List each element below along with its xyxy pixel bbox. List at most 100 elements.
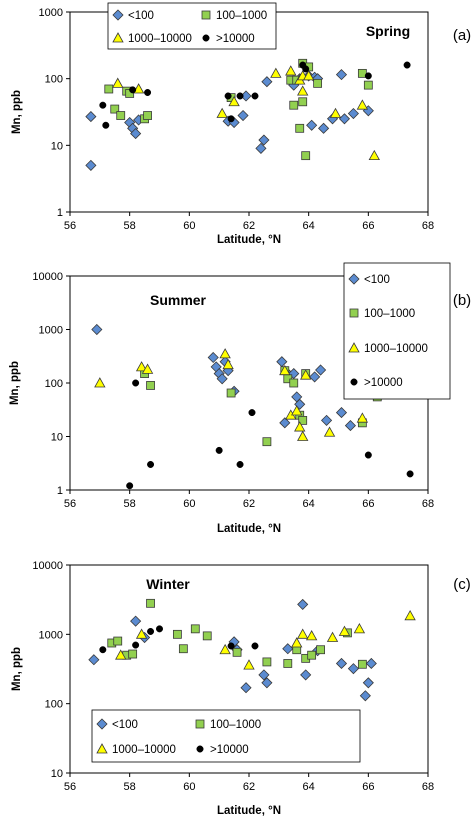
panel-a-point-diamond	[318, 122, 330, 134]
panel-c-y-axis-label: Mn, ppb	[11, 647, 23, 691]
panel-b-point-square	[298, 415, 308, 425]
panel-b-legend-label: >10000	[364, 377, 403, 389]
panel-b-x-tick-label: 58	[124, 498, 136, 510]
panel-b-point-circle	[364, 451, 372, 459]
panel-c-point-triangle	[243, 659, 255, 670]
panel-a-point-circle	[224, 92, 232, 100]
panel-a-point-square	[301, 151, 311, 161]
panel-b-y-tick-label: 1000	[39, 325, 63, 337]
panel-c-legend-symbol-square	[195, 719, 205, 729]
panel-c-point-square	[113, 636, 123, 646]
panel-c-point-square	[146, 598, 155, 608]
panel-a-point-circle	[403, 61, 411, 69]
panel-a-point-triangle	[368, 149, 380, 161]
panel-b-y-tick-label: 10	[51, 432, 63, 444]
panel-c-point-diamond	[130, 615, 142, 627]
panel-b-point-diamond	[207, 351, 219, 364]
panel-b-point-square	[146, 381, 155, 390]
panel-b-point-triangle	[300, 369, 312, 380]
panel-b-x-tick-label: 62	[243, 498, 255, 510]
panel-b-point-circle	[236, 460, 244, 468]
panel-a-point-diamond	[347, 107, 359, 120]
panel-a-point-square	[116, 111, 126, 120]
panel-a-y-tick-label: 1	[57, 207, 63, 219]
panel-a-point-triangle	[285, 65, 297, 76]
panel-b-x-tick-label: 56	[64, 498, 76, 510]
panel-a-y-tick-label: 1000	[39, 7, 63, 19]
panel-a-point-triangle	[297, 85, 309, 96]
panel-c-point-square	[128, 649, 138, 659]
panel-a-y-tick-label: 100	[45, 74, 63, 86]
panel-b-x-axis-label: Latitude, °N	[217, 523, 281, 535]
panel-b-legend-symbol-square	[349, 308, 359, 318]
panel-a-point-diamond	[335, 69, 348, 81]
panel-b-x-tick-label: 64	[303, 498, 315, 510]
panel-a-x-tick-label: 56	[64, 220, 76, 232]
panel-c-point-diamond	[240, 682, 252, 694]
panel-c-x-tick-label: 68	[422, 781, 434, 793]
panel-a-point-circle	[364, 72, 372, 80]
panel-c-point-square	[283, 659, 293, 668]
panel-b-point-triangle	[135, 361, 148, 372]
panel-a-point-diamond	[306, 119, 318, 131]
panel-c-legend-label: >10000	[210, 744, 249, 756]
panel-a-legend-label: 100–1000	[216, 10, 267, 22]
panel-a-point-square	[110, 104, 120, 114]
panel-c-point-square	[190, 624, 200, 634]
panel-b-point-triangle	[94, 377, 106, 388]
panel-a-point-triangle	[216, 107, 228, 118]
panel-b-point-triangle	[294, 421, 306, 432]
panel-b-title: Summer	[150, 292, 207, 308]
panel-c-point-square	[316, 645, 326, 655]
panel-b-label: (b)	[453, 292, 471, 309]
panel-a-point-circle	[129, 86, 137, 94]
panel-c-y-tick-label: 10000	[32, 560, 63, 572]
panel-a-point-square	[143, 111, 152, 120]
panel-b-legend	[343, 262, 451, 400]
panel-c-title: Winter	[146, 576, 190, 592]
panel-a-x-tick-label: 62	[243, 220, 255, 232]
panel-c-legend-symbol-circle	[196, 745, 204, 753]
panel-b-point-triangle	[323, 426, 336, 437]
panel-c-x-tick-label: 60	[183, 781, 195, 793]
panel-b-point-square	[226, 388, 236, 398]
panel-c-x-axis-label: Latitude, °N	[217, 805, 281, 817]
panel-c-point-diamond	[258, 669, 270, 681]
panel-a-point-triangle	[132, 83, 145, 94]
panel-c-point-diamond	[88, 654, 100, 666]
panel-c-point-circle	[99, 646, 107, 654]
panel-b-point-circle	[126, 482, 134, 490]
panel-a-point-diamond	[338, 113, 351, 125]
panel-c-legend-label: <100	[112, 719, 138, 731]
panel-b-y-tick-label: 1	[57, 485, 63, 497]
panel-b-legend-label: <100	[364, 274, 390, 286]
panel-a-x-tick-label: 58	[124, 220, 136, 232]
panel-a-point-triangle	[270, 67, 282, 78]
panel-a-point-square	[104, 84, 114, 94]
panel-c-y-tick-label: 1000	[39, 629, 63, 641]
panel-b-point-diamond	[321, 414, 333, 426]
panel-c-point-triangle	[219, 643, 231, 655]
panel-a-legend-label: <100	[128, 10, 154, 22]
panel-c-point-triangle	[291, 637, 303, 648]
panel-c-point-square	[172, 629, 182, 639]
panel-b-point-diamond	[91, 323, 103, 336]
panel-c-x-tick-label: 66	[362, 781, 374, 793]
panel-a-point-triangle	[112, 77, 124, 88]
panel-b-point-triangle	[222, 358, 234, 370]
panel-a-point-circle	[144, 89, 152, 97]
panel-a-legend	[107, 2, 277, 50]
panel-c-legend-label: 1000–10000	[112, 744, 176, 756]
panel-c-point-diamond	[261, 677, 273, 689]
panel-b-y-tick-label: 100	[45, 378, 63, 390]
panel-c-point-diamond	[362, 677, 374, 689]
panel-b-point-diamond	[216, 373, 228, 385]
panel-c-point-triangle	[305, 630, 318, 641]
panel-c-point-triangle	[135, 628, 148, 639]
panel-a-y-axis-label: Mn, ppb	[11, 90, 23, 134]
panel-b-point-diamond	[315, 364, 327, 376]
panel-a-legend-symbol-diamond	[112, 9, 124, 21]
panel-a-point-triangle	[329, 107, 342, 118]
panel-a-x-tick-label: 60	[183, 220, 195, 232]
